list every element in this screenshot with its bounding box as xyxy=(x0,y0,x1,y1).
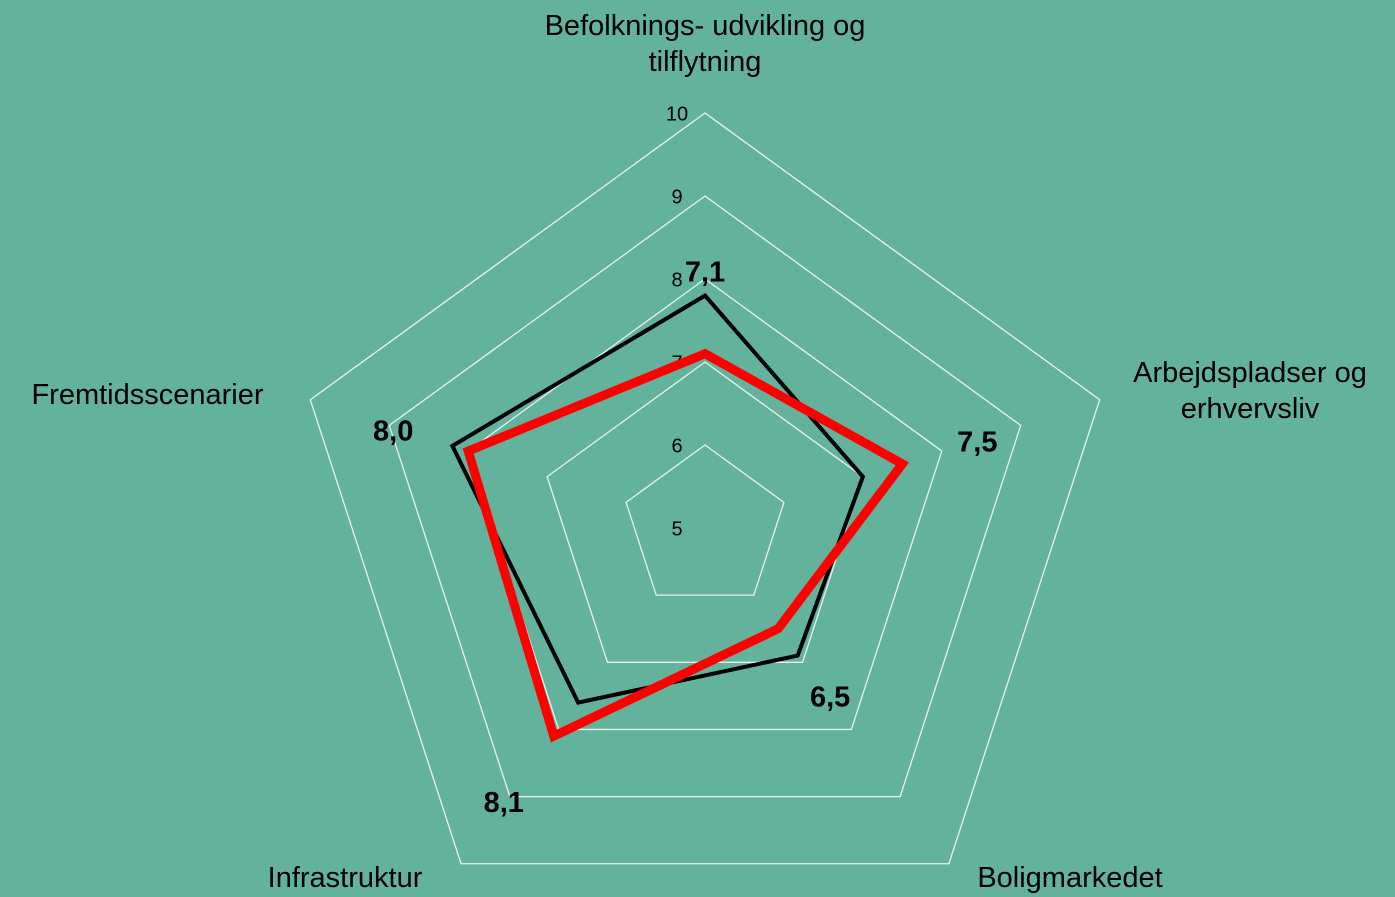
series-line xyxy=(449,293,866,705)
y-tick-label: 8 xyxy=(671,269,682,291)
grid-line xyxy=(467,278,943,731)
y-tick-label: 5 xyxy=(671,518,682,540)
data-label: 7,1 xyxy=(685,256,725,288)
grid-line xyxy=(625,444,785,596)
category-label: Infrastruktur xyxy=(267,862,423,894)
category-label: Fremtidsscenarier xyxy=(31,379,264,411)
grid-line xyxy=(546,361,864,663)
category-label: Boligmarkedet xyxy=(977,862,1163,894)
category-label: Befolknings- udvikling og tilflytning xyxy=(544,10,866,78)
data-label: 6,5 xyxy=(810,681,850,713)
data-label: 8,1 xyxy=(484,787,524,819)
data-label: 7,5 xyxy=(957,427,997,459)
data-label: 8,0 xyxy=(373,416,413,448)
y-tick-label: 10 xyxy=(666,103,688,125)
grid-line xyxy=(309,112,1101,865)
category-label: Arbejdspladser og erhvervsliv xyxy=(1133,357,1367,425)
grid-line xyxy=(388,195,1022,798)
y-tick-label: 9 xyxy=(671,186,682,208)
y-tick-label: 6 xyxy=(671,435,682,457)
series-line xyxy=(462,348,910,743)
